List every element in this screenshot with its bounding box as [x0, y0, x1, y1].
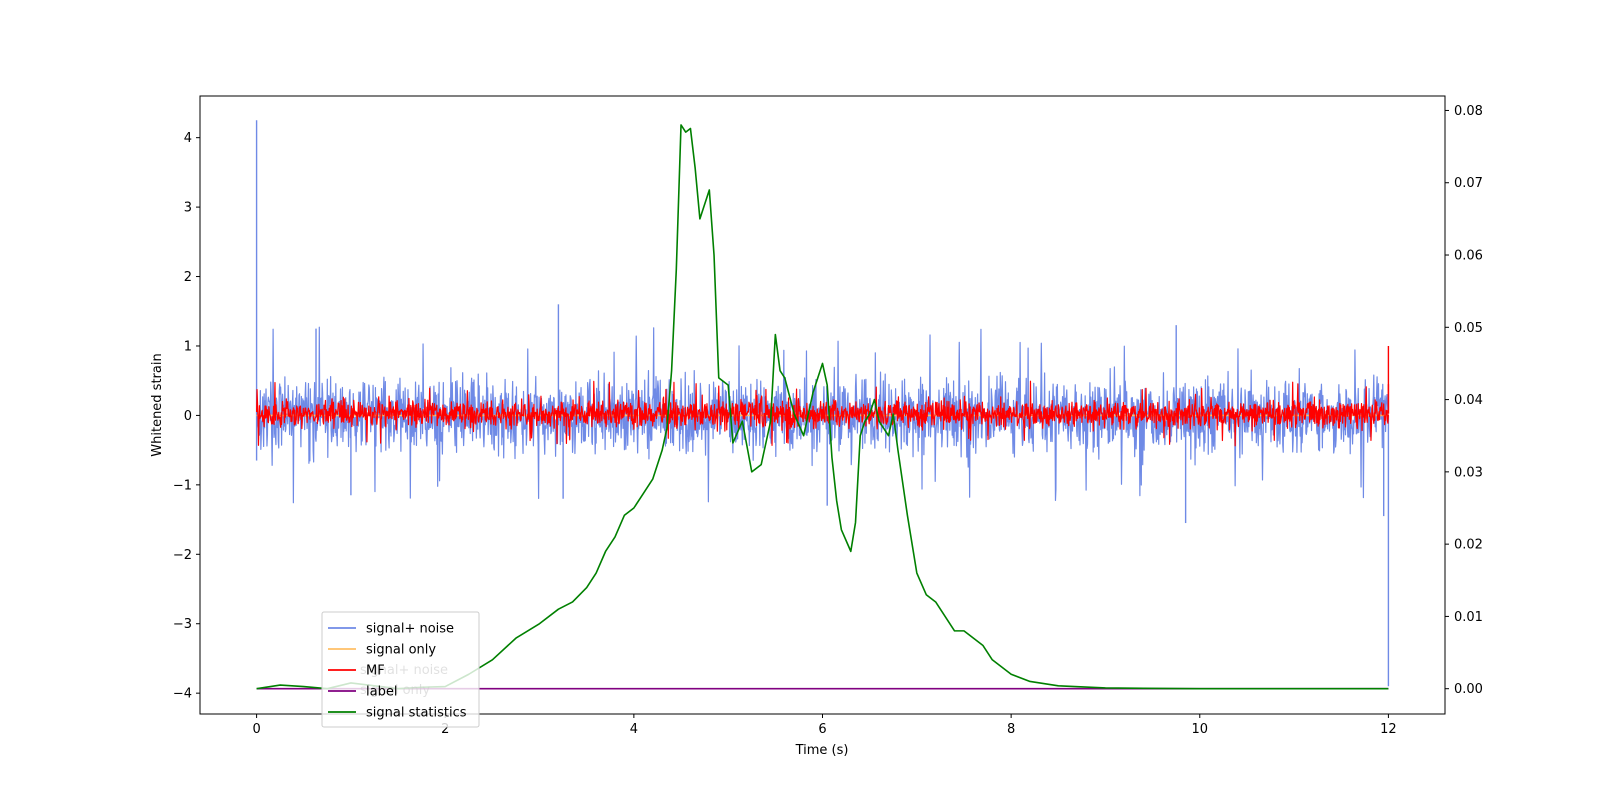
y-right-tick-label: 0.00 — [1454, 682, 1483, 697]
y-right-tick-label: 0.01 — [1454, 610, 1483, 625]
x-axis: 0 2 4 6 8 10 12 — [252, 714, 1397, 737]
x-tick-label: 2 — [441, 722, 449, 737]
legend-label: signal statistics — [366, 706, 467, 721]
y-left-tick-label: 0 — [184, 409, 192, 424]
y-right-tick-label: 0.06 — [1454, 249, 1483, 264]
y-right-tick-label: 0.07 — [1454, 176, 1483, 191]
x-tick-label: 8 — [1007, 722, 1015, 737]
y-left-tick-label: 2 — [184, 270, 192, 285]
legend-label: label — [366, 685, 397, 700]
y-axis-right: 0.00 0.01 0.02 0.03 0.04 0.05 0.06 0.07 0.08 — [1445, 104, 1483, 697]
x-axis-label: Time (s) — [795, 743, 849, 758]
legend-label: signal only — [366, 643, 436, 658]
y-axis-left: −4 −3 −2 −1 0 1 2 3 4 — [173, 131, 200, 702]
y-left-tick-label: 1 — [184, 339, 192, 354]
legend-label: signal+ noise — [366, 622, 454, 637]
y-right-tick-label: 0.08 — [1454, 104, 1483, 119]
x-tick-label: 4 — [630, 722, 638, 737]
y-left-tick-label: 3 — [184, 201, 192, 216]
y-left-tick-label: −1 — [173, 478, 192, 493]
x-tick-label: 6 — [818, 722, 826, 737]
series-line — [255, 380, 1390, 447]
series-signal-noise — [255, 120, 1390, 687]
legend: signal+ noise signal only MF label signal st… — [321, 611, 480, 728]
x-tick-label: 10 — [1191, 722, 1208, 737]
series-layer — [255, 120, 1390, 690]
y-right-tick-label: 0.02 — [1454, 538, 1483, 553]
y-left-tick-label: 4 — [184, 131, 192, 146]
series-signal-statistics — [256, 124, 1389, 690]
y-right-tick-label: 0.03 — [1454, 465, 1483, 480]
series-mf — [255, 345, 1390, 447]
legend-label: MF — [366, 664, 385, 679]
y-right-tick-label: 0.04 — [1454, 393, 1483, 408]
y-right-tick-label: 0.05 — [1454, 321, 1483, 336]
y-left-tick-label: −2 — [173, 548, 192, 563]
y-left-tick-label: −3 — [173, 617, 192, 632]
x-tick-label: 0 — [252, 722, 260, 737]
legend-box — [321, 611, 480, 728]
y-axis-label: Whitened strain — [150, 353, 165, 456]
y-left-tick-label: −4 — [173, 687, 192, 702]
x-tick-label: 12 — [1380, 722, 1397, 737]
